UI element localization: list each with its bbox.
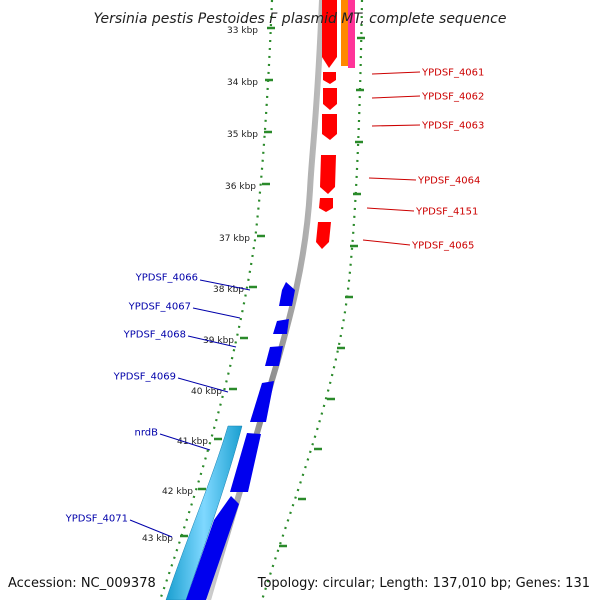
reverse-label-leader: [129, 519, 173, 538]
ruler-inner: [158, 0, 274, 600]
orange-feature: [341, 0, 349, 66]
reverse-gene-label: YPDSF_4067: [128, 302, 191, 313]
ruler-label: 35 kbp: [227, 130, 258, 140]
reverse-gene-arrow: [273, 319, 289, 334]
forward-gene-label: YPDSF_4062: [421, 92, 484, 103]
map-title: Yersinia pestis Pestoides F plasmid MT, …: [93, 11, 506, 27]
accession-text: Accession: NC_009378: [8, 576, 156, 591]
reverse-gene-label: YPDSF_4071: [65, 514, 128, 525]
reverse-gene-arrow: [230, 433, 261, 492]
forward-label-leader: [366, 207, 415, 212]
ruler-label: 36 kbp: [225, 182, 256, 192]
reverse-label-leader: [192, 307, 241, 319]
reverse-gene-arrow: [186, 496, 239, 600]
forward-gene-arrow: [316, 222, 331, 249]
ruler-label: 34 kbp: [227, 78, 258, 88]
reverse-gene-arrow: [279, 282, 295, 306]
ruler-label: 37 kbp: [219, 234, 250, 244]
pink-feature: [348, 0, 355, 68]
topology-summary: Topology: circular; Length: 137,010 bp; …: [257, 576, 590, 591]
forward-gene-label: YPDSF_4061: [421, 68, 484, 79]
reverse-gene-arrow: [265, 346, 283, 366]
forward-gene-label: YPDSF_4063: [421, 121, 484, 132]
forward-gene-label: YPDSF_4151: [415, 207, 478, 218]
forward-gene-label: YPDSF_4064: [417, 176, 480, 187]
ruler-label: 33 kbp: [227, 26, 258, 36]
ruler-ticks: 33 kbp 34 kbp 35 kbp 36 kbp 37 kbp 38 kbp 39 k…: [142, 26, 365, 548]
reverse-label-leader: [199, 279, 251, 291]
ruler-label: 38 kbp: [213, 285, 244, 295]
highlight-gene-nrdb: [165, 425, 243, 600]
ruler-outer: [260, 0, 364, 600]
reverse-label-leader: [177, 377, 229, 393]
forward-label-leader: [368, 177, 417, 181]
forward-gene-arrow: [322, 0, 337, 68]
ruler-label: 39 kbp: [203, 336, 234, 346]
forward-label-leader: [362, 239, 411, 246]
reverse-gene-label: YPDSF_4069: [113, 372, 176, 383]
reverse-gene-label: nrdB: [135, 428, 159, 439]
reverse-gene-arrow: [250, 381, 274, 422]
forward-gene-arrow: [320, 155, 336, 194]
reverse-gene-label: YPDSF_4066: [135, 273, 198, 284]
label-leader-lines: [129, 71, 421, 538]
ruler-label: 40 kbp: [191, 387, 222, 397]
forward-gene-arrow: [323, 72, 336, 84]
gene-labels: YPDSF_4061 YPDSF_4062 YPDSF_4063 YPDSF_4064…: [65, 68, 485, 525]
ruler-label: 41 kbp: [177, 437, 208, 447]
forward-gene-arrow: [319, 198, 333, 212]
forward-gene-arrow: [322, 114, 337, 140]
forward-gene-label: YPDSF_4065: [411, 241, 474, 252]
ruler-label: 42 kbp: [162, 487, 193, 497]
forward-label-leader: [371, 95, 421, 99]
reverse-label-leader: [187, 335, 237, 348]
ruler-label: 43 kbp: [142, 534, 173, 544]
reverse-label-leader: [159, 433, 211, 451]
forward-label-leader: [371, 71, 421, 75]
forward-label-leader: [371, 124, 421, 127]
reverse-gene-label: YPDSF_4068: [123, 330, 186, 341]
gene-features: [165, 0, 355, 600]
forward-gene-arrow: [323, 88, 337, 110]
